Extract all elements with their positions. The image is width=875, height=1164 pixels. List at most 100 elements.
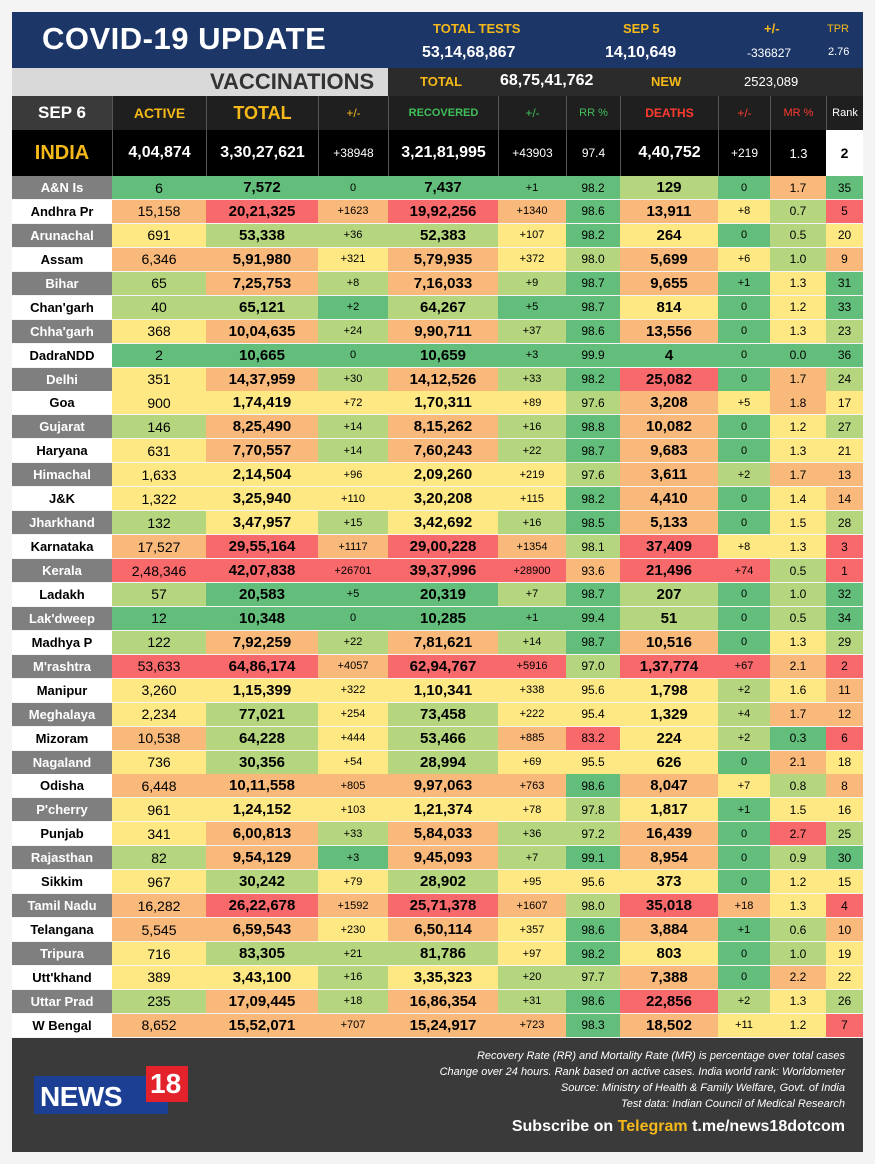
cell-rr: 98.6 — [566, 989, 620, 1013]
cell-total: 10,04,635 — [206, 319, 318, 343]
cell-rr: 98.6 — [566, 319, 620, 343]
cell-dc: +1 — [718, 271, 770, 295]
cell-mr: 0.7 — [770, 199, 826, 223]
cell-rr: 98.7 — [566, 582, 620, 606]
cell-mr: 1.3 — [770, 989, 826, 1013]
cell-total: 5,91,980 — [206, 247, 318, 271]
cell-active: 631 — [112, 439, 206, 463]
footer-notes: Recovery Rate (RR) and Mortality Rate (M… — [440, 1048, 845, 1112]
cell-tc: +14 — [318, 439, 388, 463]
cell-rank: 8 — [826, 774, 863, 798]
cell-tc: +96 — [318, 463, 388, 487]
telegram-link[interactable]: t.me/news18dotcom — [692, 1118, 845, 1135]
cell-total: 6,00,813 — [206, 822, 318, 846]
cell-dc: 0 — [718, 750, 770, 774]
table-row: DadraNDD 2 10,665 0 10,659 +3 99.9 4 0 0.0 36 — [12, 343, 863, 368]
cell-dc: +1 — [718, 798, 770, 822]
cell-recovered: 8,15,262 — [388, 415, 498, 439]
cell-active: 40 — [112, 295, 206, 319]
cell-rank: 26 — [826, 989, 863, 1013]
india-recovered-change: +43903 — [498, 130, 566, 176]
cell-dc: 0 — [718, 439, 770, 463]
vaccinations-total-label: TOTAL — [420, 74, 463, 89]
cell-tc: 0 — [318, 343, 388, 367]
cell-name: Kerala — [12, 559, 112, 582]
cell-active: 12 — [112, 606, 206, 630]
cell-recovered: 3,35,323 — [388, 965, 498, 989]
table-row: Chha'garh 368 10,04,635 +24 9,90,711 +37 98.6 1… — [12, 319, 863, 344]
cell-recovered: 14,12,526 — [388, 367, 498, 391]
cell-mr: 1.2 — [770, 870, 826, 894]
cell-tc: +444 — [318, 726, 388, 750]
table-row: Tamil Nadu 16,282 26,22,678 +1592 25,71,378 +… — [12, 894, 863, 919]
cell-tc: +21 — [318, 942, 388, 965]
column-total: TOTAL — [206, 96, 318, 130]
cell-rc: +9 — [498, 271, 566, 295]
cell-rr: 98.7 — [566, 295, 620, 319]
cell-total: 64,86,174 — [206, 654, 318, 678]
cell-tc: 0 — [318, 606, 388, 630]
cell-active: 146 — [112, 415, 206, 439]
cell-deaths: 8,954 — [620, 846, 718, 870]
cell-recovered: 39,37,996 — [388, 559, 498, 582]
cell-dc: 0 — [718, 319, 770, 343]
cell-total: 83,305 — [206, 942, 318, 965]
cell-deaths: 373 — [620, 870, 718, 894]
cell-dc: +8 — [718, 199, 770, 223]
cell-dc: +4 — [718, 702, 770, 726]
cell-rc: +78 — [498, 798, 566, 822]
cell-active: 341 — [112, 822, 206, 846]
cell-active: 961 — [112, 798, 206, 822]
cell-active: 5,545 — [112, 918, 206, 942]
cell-mr: 1.7 — [770, 463, 826, 487]
cell-mr: 0.5 — [770, 606, 826, 630]
cell-rc: +723 — [498, 1013, 566, 1037]
cell-rr: 98.0 — [566, 894, 620, 918]
cell-mr: 1.5 — [770, 798, 826, 822]
cell-active: 351 — [112, 367, 206, 391]
table-row: Gujarat 146 8,25,490 +14 8,15,262 +16 98.8 10,0… — [12, 415, 863, 440]
cell-rr: 95.6 — [566, 870, 620, 894]
cell-dc: 0 — [718, 942, 770, 965]
cell-mr: 1.2 — [770, 415, 826, 439]
cell-deaths: 35,018 — [620, 894, 718, 918]
cell-total: 30,356 — [206, 750, 318, 774]
cell-rank: 34 — [826, 606, 863, 630]
cell-deaths: 10,082 — [620, 415, 718, 439]
cell-mr: 1.0 — [770, 582, 826, 606]
cell-recovered: 1,10,341 — [388, 678, 498, 702]
cell-rank: 20 — [826, 223, 863, 247]
cell-rank: 3 — [826, 535, 863, 559]
cell-rr: 97.7 — [566, 965, 620, 989]
cell-name: A&N Is — [12, 176, 112, 199]
logo-word: NEWS — [40, 1081, 123, 1112]
cell-name: Assam — [12, 247, 112, 271]
vaccinations-new: 2523,089 — [744, 74, 799, 89]
cell-deaths: 13,556 — [620, 319, 718, 343]
table-row: W Bengal 8,652 15,52,071 +707 15,24,917 +723 9… — [12, 1013, 863, 1038]
logo-badge: 18 — [146, 1066, 188, 1102]
cell-mr: 1.7 — [770, 176, 826, 199]
cell-rr: 98.6 — [566, 199, 620, 223]
cell-rc: +219 — [498, 463, 566, 487]
cell-rr: 93.6 — [566, 559, 620, 582]
cell-recovered: 9,45,093 — [388, 846, 498, 870]
cell-dc: +7 — [718, 774, 770, 798]
cell-active: 132 — [112, 511, 206, 535]
table-row: Bihar 65 7,25,753 +8 7,16,033 +9 98.7 9,655 +1 1.… — [12, 271, 863, 296]
cell-rc: +97 — [498, 942, 566, 965]
cell-rc: +69 — [498, 750, 566, 774]
cell-mr: 0.8 — [770, 774, 826, 798]
cell-rank: 19 — [826, 942, 863, 965]
cell-rc: +28900 — [498, 559, 566, 582]
cell-recovered: 62,94,767 — [388, 654, 498, 678]
cell-tc: 0 — [318, 176, 388, 199]
cell-active: 16,282 — [112, 894, 206, 918]
cell-dc: 0 — [718, 846, 770, 870]
cell-rc: +1 — [498, 606, 566, 630]
cell-name: Lak'dweep — [12, 606, 112, 630]
cell-total: 10,11,558 — [206, 774, 318, 798]
cell-recovered: 1,70,311 — [388, 391, 498, 415]
cell-rank: 21 — [826, 439, 863, 463]
table-row: Punjab 341 6,00,813 +33 5,84,033 +36 97.2 16,43… — [12, 822, 863, 847]
